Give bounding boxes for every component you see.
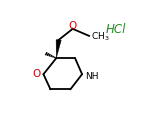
Text: O: O xyxy=(32,69,40,79)
Text: HCl: HCl xyxy=(106,23,126,36)
Polygon shape xyxy=(56,40,61,58)
Text: NH: NH xyxy=(85,72,98,81)
Text: O: O xyxy=(69,21,77,31)
Text: CH$_3$: CH$_3$ xyxy=(92,30,110,43)
